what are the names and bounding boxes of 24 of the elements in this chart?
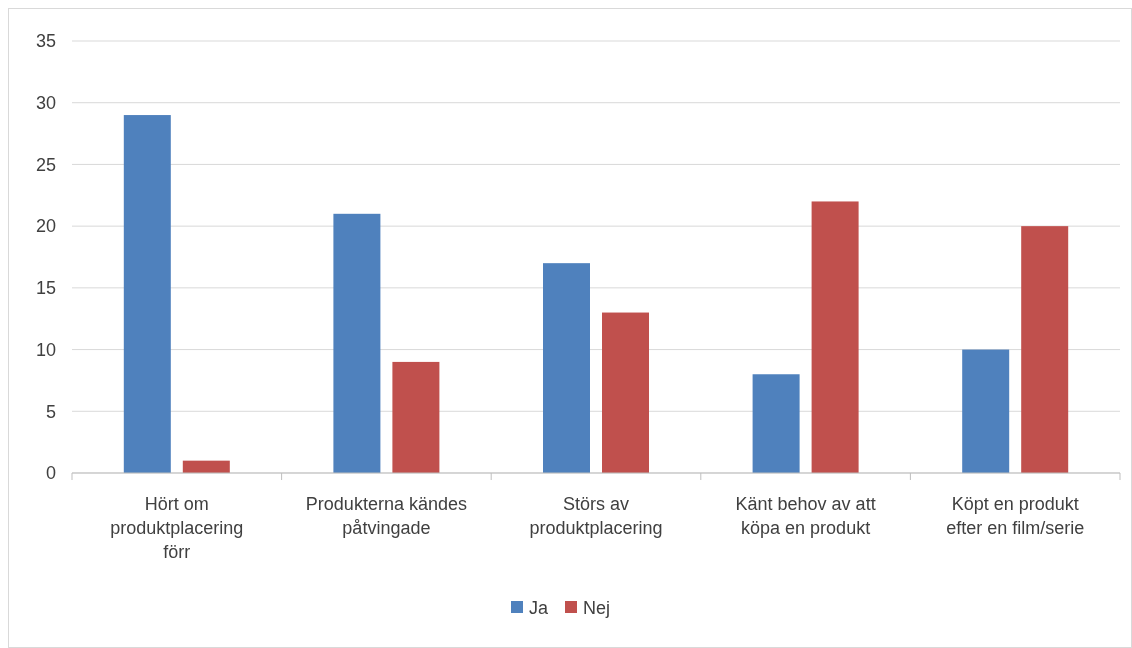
bar <box>962 349 1010 473</box>
bar <box>1021 226 1069 473</box>
x-tick-label: Köpt en produkt efter en film/serie <box>946 494 1085 538</box>
bar <box>123 115 171 473</box>
y-tick-label: 10 <box>35 339 56 360</box>
bar <box>392 361 440 473</box>
x-tick-label: Känt behov av att köpa en produkt <box>735 494 876 538</box>
bar <box>543 263 590 473</box>
legend-label: Ja <box>529 598 549 619</box>
y-tick-label: 15 <box>35 278 56 299</box>
bar <box>752 374 800 473</box>
y-tick-label: 25 <box>35 154 56 175</box>
y-tick-label: 5 <box>45 401 56 422</box>
bar <box>602 312 649 473</box>
x-tick-label: Störs av produktplacering <box>529 494 663 538</box>
bar <box>811 201 859 473</box>
x-tick-label: Produkterna kändes påtvingade <box>305 494 467 538</box>
y-tick-label: 20 <box>35 216 56 237</box>
x-tick-label: Hört om produktplacering förr <box>110 494 244 562</box>
y-tick-label: 0 <box>45 463 56 484</box>
y-tick-label: 35 <box>35 31 56 52</box>
bar <box>333 213 381 473</box>
legend-label: Nej <box>583 598 611 619</box>
y-tick-label: 30 <box>35 93 56 114</box>
